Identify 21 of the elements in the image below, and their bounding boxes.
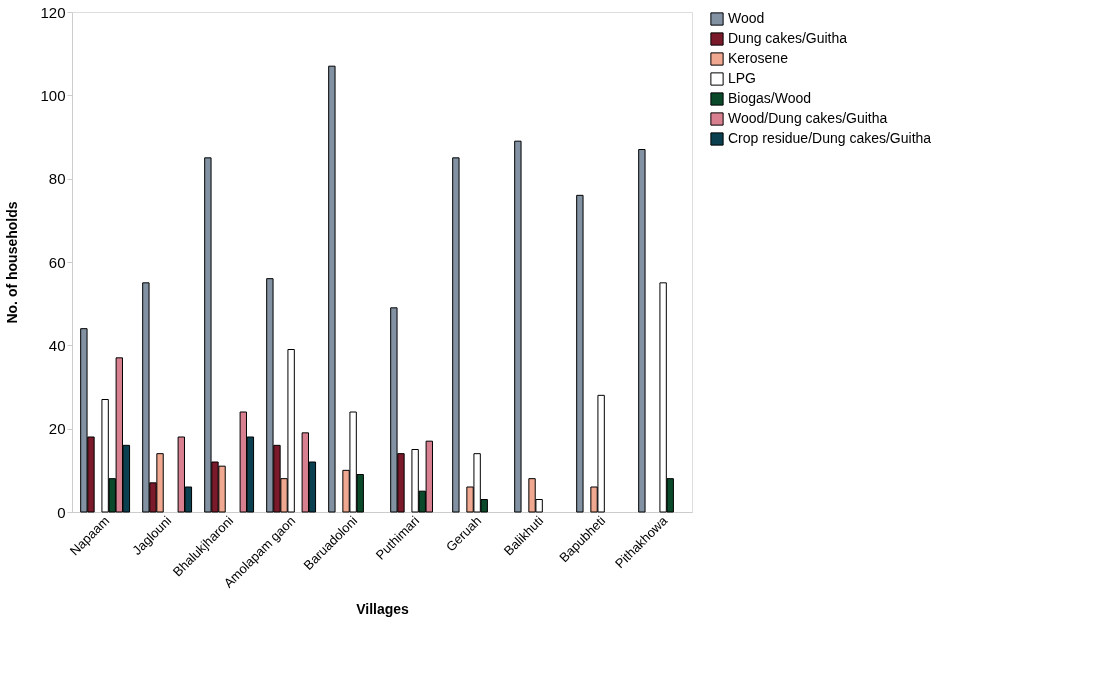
y-tick-label: 100 — [40, 86, 66, 104]
y-tick-label: 0 — [57, 503, 66, 521]
legend-label: Kerosene — [728, 50, 789, 66]
legend-label: Wood — [728, 10, 765, 26]
y-tick-label: 60 — [48, 253, 66, 271]
y-axis-title: No. of households — [4, 201, 21, 324]
y-tick-label: 20 — [48, 420, 66, 438]
bar — [638, 149, 646, 513]
legend-label: Biogas/Wood — [728, 90, 812, 106]
bar — [514, 140, 522, 513]
legend-label: Dung cakes/Guitha — [728, 30, 848, 46]
y-tick-label: 40 — [48, 336, 66, 354]
y-tick-label: 120 — [40, 3, 66, 21]
legend-label: Crop residue/Dung cakes/Guitha — [728, 130, 932, 146]
bar — [452, 157, 460, 513]
bar — [576, 194, 584, 513]
legend-label: Wood/Dung cakes/Guitha — [728, 110, 888, 126]
y-tick-label: 80 — [48, 170, 66, 188]
x-axis-title: Villages — [356, 600, 410, 617]
bar — [328, 65, 336, 513]
legend-label: LPG — [728, 70, 757, 86]
